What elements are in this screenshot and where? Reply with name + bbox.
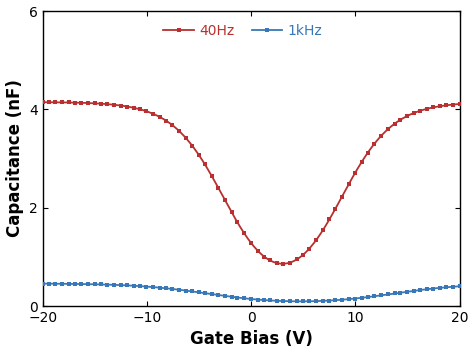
40Hz	[404, 114, 410, 118]
40Hz	[457, 102, 463, 106]
1kHz	[255, 297, 260, 302]
1kHz	[215, 293, 221, 297]
40Hz	[215, 185, 221, 190]
1kHz	[164, 286, 169, 290]
Line: 1kHz: 1kHz	[41, 282, 461, 303]
Line: 40Hz: 40Hz	[41, 101, 461, 266]
X-axis label: Gate Bias (V): Gate Bias (V)	[190, 330, 313, 348]
40Hz	[137, 107, 143, 112]
1kHz	[457, 284, 463, 289]
1kHz	[444, 285, 449, 289]
1kHz	[404, 290, 410, 294]
40Hz	[40, 100, 46, 104]
Y-axis label: Capacitance (nF): Capacitance (nF)	[6, 80, 24, 238]
40Hz	[281, 262, 286, 266]
Legend: 40Hz, 1kHz: 40Hz, 1kHz	[158, 18, 328, 43]
40Hz	[164, 119, 169, 123]
1kHz	[137, 284, 143, 288]
40Hz	[444, 103, 449, 107]
40Hz	[255, 249, 260, 253]
1kHz	[40, 281, 46, 286]
1kHz	[300, 299, 305, 303]
